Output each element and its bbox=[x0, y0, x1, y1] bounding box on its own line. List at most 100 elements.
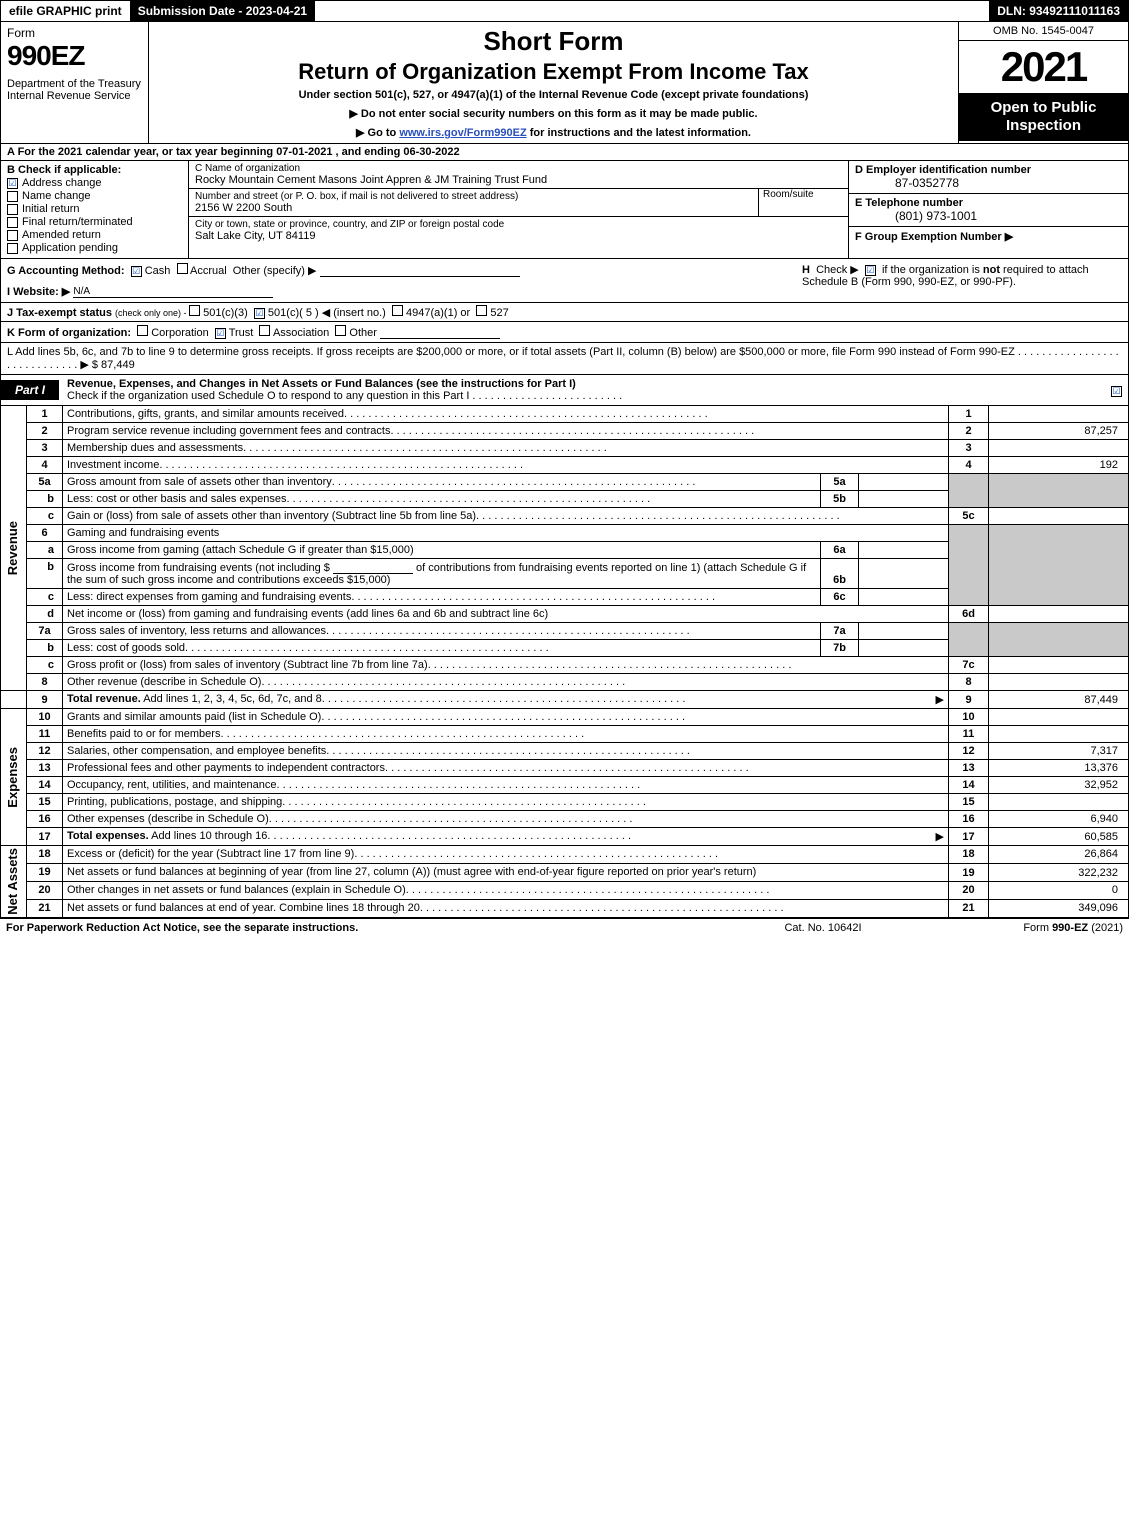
line-2: 2 Program service revenue including gove… bbox=[1, 423, 1129, 440]
line-ref: 8 bbox=[949, 674, 989, 691]
corp-label: Corporation bbox=[151, 327, 208, 339]
bullet2-pre: ▶ Go to bbox=[356, 127, 399, 139]
line-5a: 5a Gross amount from sale of assets othe… bbox=[1, 474, 1129, 491]
line-6b-d1: Gross income from fundraising events (no… bbox=[67, 562, 330, 574]
line-ref: 16 bbox=[949, 811, 989, 828]
j-label: J Tax-exempt status bbox=[7, 307, 112, 319]
line-desc: Gross income from gaming (attach Schedul… bbox=[63, 542, 821, 559]
other-org-field[interactable] bbox=[380, 326, 500, 339]
checkbox-icon[interactable] bbox=[189, 305, 200, 316]
line-6d: d Net income or (loss) from gaming and f… bbox=[1, 606, 1129, 623]
checkbox-icon[interactable] bbox=[259, 325, 270, 336]
c5-label: 501(c)( 5 ) ◀ (insert no.) bbox=[268, 307, 386, 319]
accounting-method: G Accounting Method: ☑ Cash Accrual Othe… bbox=[7, 263, 802, 298]
line-ref: 1 bbox=[949, 406, 989, 423]
dln: DLN: 93492111011163 bbox=[989, 1, 1128, 21]
checkbox-icon[interactable] bbox=[7, 204, 18, 215]
line-amount: 7,317 bbox=[989, 743, 1129, 760]
irs-link[interactable]: www.irs.gov/Form990EZ bbox=[399, 127, 526, 139]
grey-cell bbox=[989, 623, 1129, 657]
line-num: b bbox=[27, 559, 63, 589]
checkbox-icon[interactable] bbox=[177, 263, 188, 274]
sub-amount bbox=[859, 589, 949, 606]
line-desc: Benefits paid to or for members bbox=[67, 728, 220, 740]
line-ref: 6d bbox=[949, 606, 989, 623]
sub-ref: 6b bbox=[821, 559, 859, 589]
line-num: 14 bbox=[27, 777, 63, 794]
line-amount bbox=[989, 726, 1129, 743]
checkbox-icon[interactable] bbox=[335, 325, 346, 336]
line-desc: Membership dues and assessments bbox=[67, 442, 243, 454]
expenses-label: Expenses bbox=[5, 747, 20, 808]
sub-amount bbox=[859, 474, 949, 491]
checkbox-icon[interactable] bbox=[7, 217, 18, 228]
checkbox-icon[interactable] bbox=[392, 305, 403, 316]
line-num: 20 bbox=[27, 881, 63, 899]
bullet-ssn: ▶ Do not enter social security numbers o… bbox=[157, 107, 950, 120]
checkbox-icon[interactable]: ☑ bbox=[1111, 386, 1122, 397]
sub-amount bbox=[859, 542, 949, 559]
col-c-org-info: C Name of organization Rocky Mountain Ce… bbox=[189, 161, 848, 258]
assoc-label: Association bbox=[273, 327, 329, 339]
k-label: K Form of organization: bbox=[7, 327, 131, 339]
checkbox-icon[interactable] bbox=[476, 305, 487, 316]
checkbox-icon[interactable]: ☑ bbox=[131, 266, 142, 277]
sub-amount bbox=[859, 559, 949, 589]
sub-amount bbox=[859, 623, 949, 640]
checkbox-icon[interactable]: ☑ bbox=[7, 178, 18, 189]
form-word: Form bbox=[7, 26, 142, 40]
c3-label: 501(c)(3) bbox=[203, 307, 248, 319]
line-desc: Printing, publications, postage, and shi… bbox=[67, 796, 282, 808]
netassets-side: Net Assets bbox=[1, 846, 27, 918]
sub-amount bbox=[859, 640, 949, 657]
street: 2156 W 2200 South bbox=[195, 202, 758, 214]
checkbox-icon[interactable] bbox=[137, 325, 148, 336]
line-desc: Gain or (loss) from sale of assets other… bbox=[67, 510, 476, 522]
line-ref: 21 bbox=[949, 899, 989, 917]
line-ref: 3 bbox=[949, 440, 989, 457]
checkbox-icon[interactable] bbox=[7, 230, 18, 241]
grey-cell bbox=[949, 474, 989, 508]
line-num: 6 bbox=[27, 525, 63, 542]
form-title-block: Short Form Return of Organization Exempt… bbox=[149, 22, 958, 143]
group-exemption-label: F Group Exemption Number ▶ bbox=[855, 231, 1013, 243]
col-def: D Employer identification number 87-0352… bbox=[848, 161, 1128, 258]
line-desc: Net assets or fund balances at end of ye… bbox=[67, 902, 420, 914]
checkbox-icon[interactable]: ☑ bbox=[254, 308, 265, 319]
bullet2-post: for instructions and the latest informat… bbox=[527, 127, 751, 139]
part1-title-text: Revenue, Expenses, and Changes in Net As… bbox=[67, 378, 576, 390]
line-desc: Less: direct expenses from gaming and fu… bbox=[67, 591, 351, 603]
checkbox-icon[interactable]: ☑ bbox=[215, 328, 226, 339]
contrib-field[interactable] bbox=[333, 561, 413, 574]
line-17: 17 Total expenses. Add lines 10 through … bbox=[1, 828, 1129, 846]
line-amount: 192 bbox=[989, 457, 1129, 474]
checkbox-icon[interactable] bbox=[7, 191, 18, 202]
line-ref: 2 bbox=[949, 423, 989, 440]
part1-checkbox: ☑ bbox=[1105, 380, 1128, 400]
section-bcdef: B Check if applicable: ☑Address change N… bbox=[0, 161, 1129, 259]
line-num: 21 bbox=[27, 899, 63, 917]
line-amount bbox=[989, 508, 1129, 525]
sub-amount bbox=[859, 491, 949, 508]
line-desc: Net assets or fund balances at beginning… bbox=[67, 866, 756, 878]
other-field[interactable] bbox=[320, 264, 520, 277]
line-desc: Net income or (loss) from gaming and fun… bbox=[63, 606, 949, 623]
checkbox-icon[interactable] bbox=[7, 243, 18, 254]
open-to-public: Open to Public Inspection bbox=[959, 93, 1128, 141]
line-13: 13 Professional fees and other payments … bbox=[1, 760, 1129, 777]
line-amount: 0 bbox=[989, 881, 1129, 899]
line-desc: Contributions, gifts, grants, and simila… bbox=[67, 408, 344, 420]
line-num: 15 bbox=[27, 794, 63, 811]
line-num: 13 bbox=[27, 760, 63, 777]
line-amount: 87,449 bbox=[989, 691, 1129, 709]
ein-value: 87-0352778 bbox=[855, 176, 1122, 190]
grey-cell bbox=[949, 623, 989, 657]
line-desc: Total revenue. Add lines 1, 2, 3, 4, 5c,… bbox=[67, 693, 322, 706]
col-b-checkboxes: B Check if applicable: ☑Address change N… bbox=[1, 161, 189, 258]
line-ref: 11 bbox=[949, 726, 989, 743]
org-name-cell: C Name of organization Rocky Mountain Ce… bbox=[189, 161, 848, 189]
line-num: 9 bbox=[27, 691, 63, 709]
checkbox-icon[interactable]: ☑ bbox=[865, 265, 876, 276]
city: Salt Lake City, UT 84119 bbox=[195, 230, 842, 242]
line-19: 19 Net assets or fund balances at beginn… bbox=[1, 863, 1129, 881]
